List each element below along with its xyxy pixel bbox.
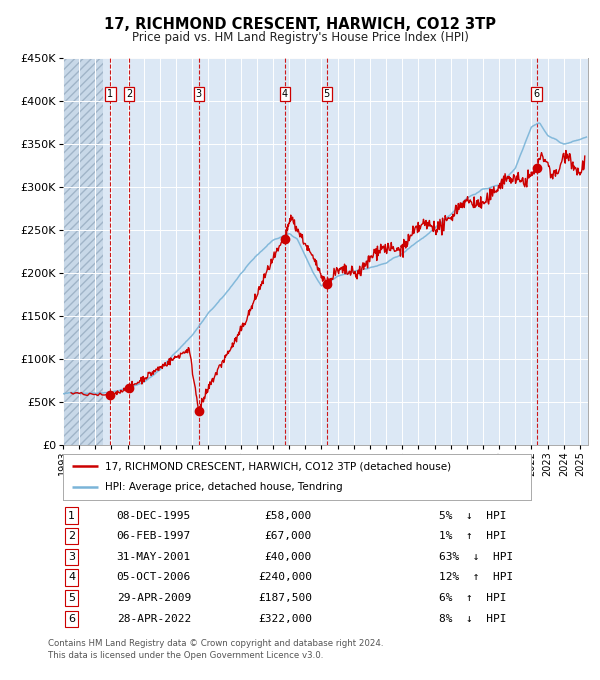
Text: 63%  ↓  HPI: 63% ↓ HPI xyxy=(439,551,513,562)
Text: Price paid vs. HM Land Registry's House Price Index (HPI): Price paid vs. HM Land Registry's House … xyxy=(131,31,469,44)
Text: 2: 2 xyxy=(126,89,133,99)
Text: 6: 6 xyxy=(68,613,75,624)
Text: £322,000: £322,000 xyxy=(258,613,312,624)
Text: 6%  ↑  HPI: 6% ↑ HPI xyxy=(439,593,506,603)
Text: 4: 4 xyxy=(282,89,288,99)
Bar xyxy=(63,58,103,445)
Text: 1: 1 xyxy=(68,511,75,521)
Text: Contains HM Land Registry data © Crown copyright and database right 2024.: Contains HM Land Registry data © Crown c… xyxy=(48,639,383,648)
Text: 17, RICHMOND CRESCENT, HARWICH, CO12 3TP (detached house): 17, RICHMOND CRESCENT, HARWICH, CO12 3TP… xyxy=(105,461,451,471)
Text: 5: 5 xyxy=(323,89,330,99)
Text: 2: 2 xyxy=(68,531,76,541)
Text: 3: 3 xyxy=(196,89,202,99)
Text: £40,000: £40,000 xyxy=(265,551,312,562)
Text: 12%  ↑  HPI: 12% ↑ HPI xyxy=(439,573,513,583)
Text: 3: 3 xyxy=(68,551,75,562)
Text: 06-FEB-1997: 06-FEB-1997 xyxy=(116,531,191,541)
Text: 5%  ↓  HPI: 5% ↓ HPI xyxy=(439,511,506,521)
Text: HPI: Average price, detached house, Tendring: HPI: Average price, detached house, Tend… xyxy=(105,482,343,492)
Text: 29-APR-2009: 29-APR-2009 xyxy=(116,593,191,603)
Text: 5: 5 xyxy=(68,593,75,603)
Text: £58,000: £58,000 xyxy=(265,511,312,521)
Text: 6: 6 xyxy=(533,89,539,99)
Text: £67,000: £67,000 xyxy=(265,531,312,541)
Text: 8%  ↓  HPI: 8% ↓ HPI xyxy=(439,613,506,624)
Text: 28-APR-2022: 28-APR-2022 xyxy=(116,613,191,624)
Text: 17, RICHMOND CRESCENT, HARWICH, CO12 3TP: 17, RICHMOND CRESCENT, HARWICH, CO12 3TP xyxy=(104,17,496,32)
Text: 4: 4 xyxy=(68,573,76,583)
Text: 05-OCT-2006: 05-OCT-2006 xyxy=(116,573,191,583)
Text: This data is licensed under the Open Government Licence v3.0.: This data is licensed under the Open Gov… xyxy=(48,651,323,660)
Text: £240,000: £240,000 xyxy=(258,573,312,583)
Text: £187,500: £187,500 xyxy=(258,593,312,603)
Text: 1: 1 xyxy=(107,89,113,99)
Text: 1%  ↑  HPI: 1% ↑ HPI xyxy=(439,531,506,541)
Text: 31-MAY-2001: 31-MAY-2001 xyxy=(116,551,191,562)
Text: 08-DEC-1995: 08-DEC-1995 xyxy=(116,511,191,521)
